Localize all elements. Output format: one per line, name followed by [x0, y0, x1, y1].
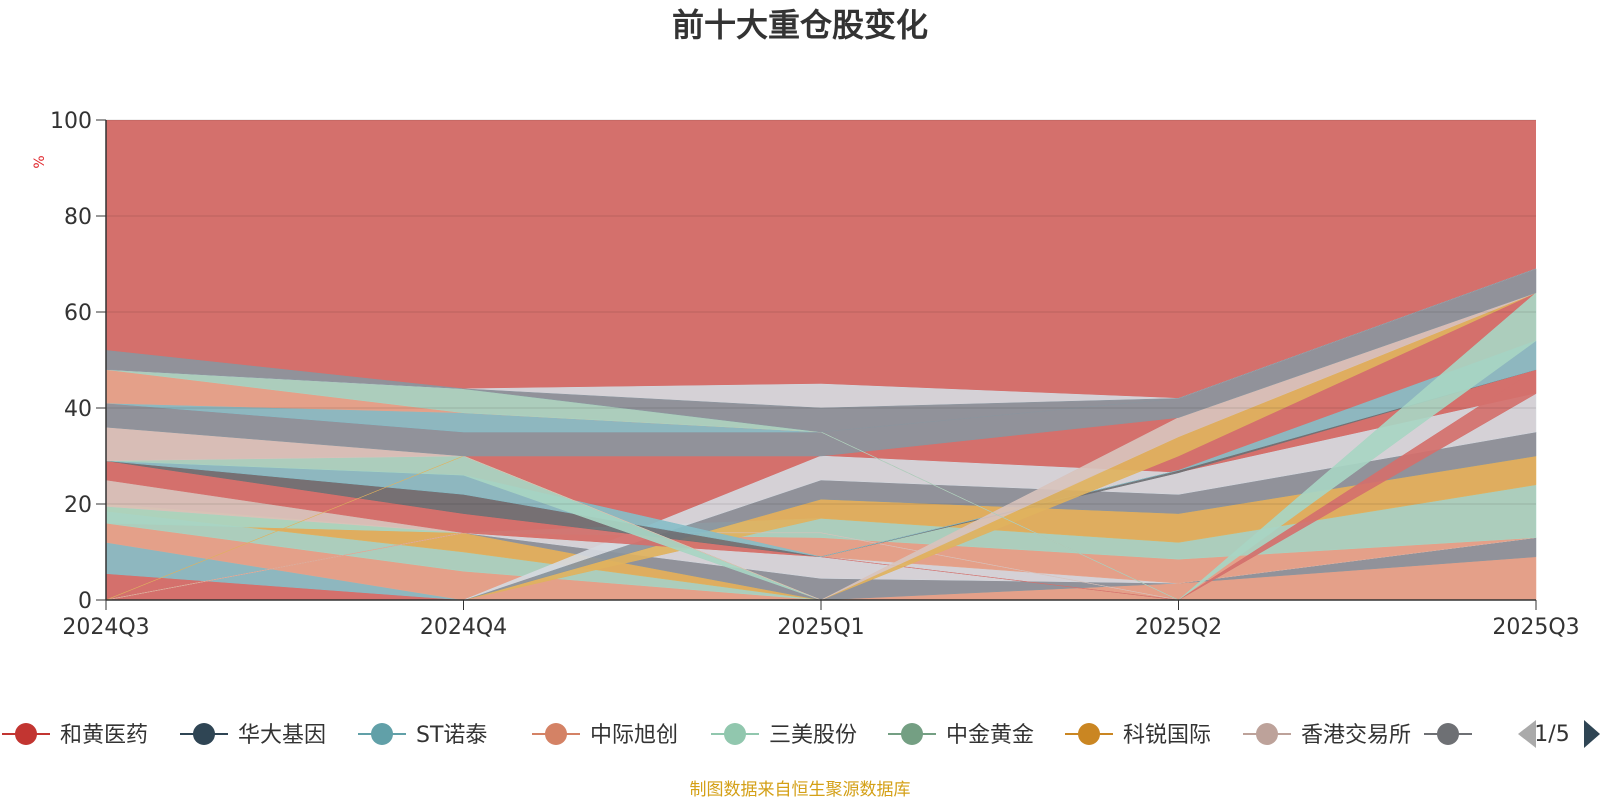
- area-band-25: [105, 268, 1537, 433]
- x-tick-label-2025Q1: 2025Q1: [777, 615, 864, 640]
- legend-label: 中际旭创: [590, 723, 678, 748]
- legend-item-1[interactable]: 和黄医药: [2, 723, 148, 748]
- legend-item-5[interactable]: 三美股份: [711, 723, 857, 748]
- x-tick-label-2024Q3: 2024Q3: [62, 615, 149, 640]
- legend-marker-icon: [724, 723, 746, 745]
- legend-item-6[interactable]: 中金黄金: [888, 723, 1034, 748]
- legend-label: 三美股份: [769, 723, 857, 748]
- y-tick-label-40: 40: [64, 397, 92, 422]
- chart-title: 前十大重仓股变化: [672, 6, 928, 44]
- legend-label: 和黄医药: [60, 723, 148, 748]
- area-bands: [105, 120, 1537, 601]
- y-tick-label-100: 100: [50, 109, 92, 134]
- y-axis-label: %: [32, 155, 48, 168]
- x-tick-label-2025Q3: 2025Q3: [1492, 615, 1579, 640]
- y-tick-label-0: 0: [78, 589, 92, 614]
- area-band-16: [105, 340, 1537, 558]
- legend-marker-icon: [1256, 723, 1278, 745]
- legend-label: 中金黄金: [946, 723, 1034, 748]
- legend-label: 华大基因: [238, 723, 326, 748]
- legend-prev-page-icon[interactable]: [1518, 720, 1536, 748]
- y-tick-label-80: 80: [64, 205, 92, 230]
- legend-marker-icon: [193, 723, 215, 745]
- legend[interactable]: 和黄医药 华大基因 ST诺泰 中际旭创 三美股份 中金黄金 科锐国际 香港交易所 1/5: [2, 720, 1600, 748]
- legend-marker-icon: [545, 723, 567, 745]
- legend-label: 香港交易所: [1301, 723, 1411, 748]
- legend-marker-icon: [1437, 723, 1459, 745]
- source-note: 制图数据来自恒生聚源数据库: [690, 780, 911, 800]
- y-tick-label-60: 60: [64, 301, 92, 326]
- legend-item-2[interactable]: 华大基因: [180, 723, 326, 748]
- legend-label: ST诺泰: [416, 723, 487, 748]
- legend-item-4[interactable]: 中际旭创: [532, 723, 678, 748]
- legend-item-7[interactable]: 科锐国际: [1065, 723, 1211, 748]
- axes: 0 20 40 60 80 100 2024Q3 2024Q4 2025Q1 2025Q2 2025…: [50, 109, 1580, 640]
- legend-item-3[interactable]: ST诺泰: [358, 723, 487, 748]
- legend-marker-icon: [371, 723, 393, 745]
- legend-item-9[interactable]: [1424, 723, 1472, 745]
- x-tick-label-2024Q4: 2024Q4: [420, 615, 507, 640]
- legend-marker-icon: [1078, 723, 1100, 745]
- legend-item-8[interactable]: 香港交易所: [1243, 723, 1411, 748]
- legend-page-indicator: 1/5: [1534, 722, 1569, 747]
- legend-marker-icon: [15, 723, 37, 745]
- y-tick-label-20: 20: [64, 493, 92, 518]
- legend-label: 科锐国际: [1123, 723, 1211, 748]
- x-tick-label-2025Q2: 2025Q2: [1135, 615, 1222, 640]
- legend-next-page-icon[interactable]: [1584, 720, 1600, 748]
- grid-lines: [106, 119, 1536, 505]
- legend-marker-icon: [901, 723, 923, 745]
- area-band-19: [105, 292, 1537, 601]
